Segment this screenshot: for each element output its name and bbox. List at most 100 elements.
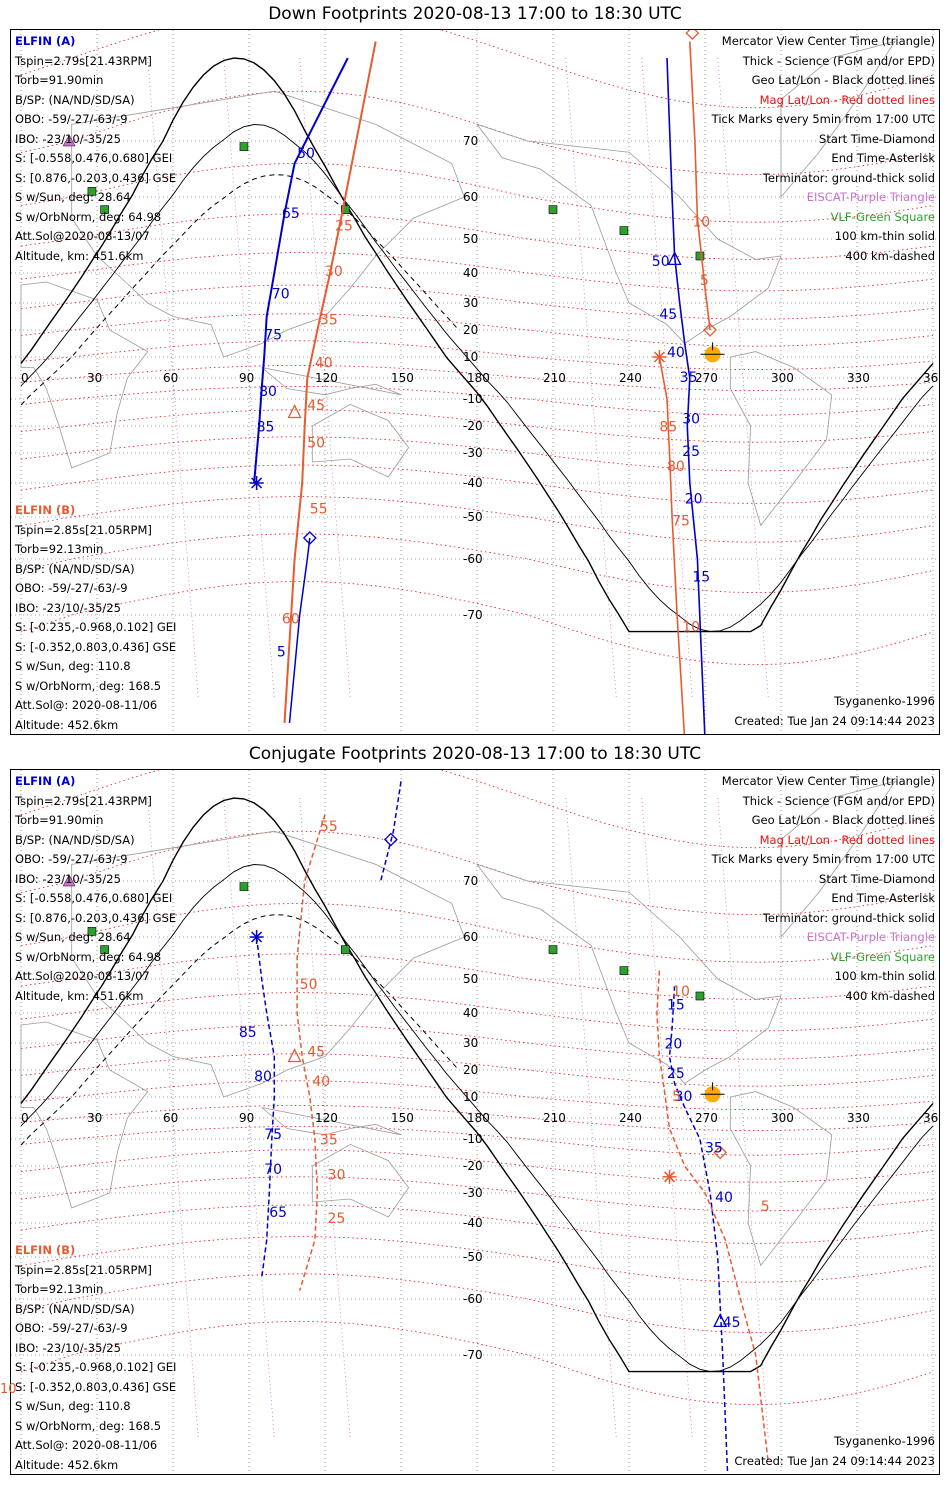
track-tick-label: 75 — [264, 1127, 282, 1143]
lat-tick-label: -60 — [463, 1292, 483, 1306]
lat-tick-label: 30 — [463, 1036, 478, 1050]
info-line: Altitude: 452.6km — [15, 1457, 119, 1472]
elfin-b-info: ELFIN (B) Tspin=2.85s[21.05RPM] Torb=92.… — [15, 501, 177, 734]
info-line: S w/Sun, deg: 28.64 — [15, 190, 131, 204]
continent-outline — [261, 1107, 402, 1136]
info-line: B/SP: (NA/ND/SD/SA) — [15, 561, 135, 576]
vlf-square-icon — [239, 882, 249, 891]
elfin-b-header: ELFIN (B) — [15, 1243, 76, 1257]
legend-line: Thick - Science (FGM and/or EPD) — [742, 53, 935, 68]
lat-tick-label: 20 — [463, 323, 478, 337]
lat-tick-label: 30 — [463, 296, 478, 310]
vlf-square-icon — [100, 945, 109, 954]
info-line: S w/Sun, deg: 110.8 — [15, 1399, 131, 1413]
info-line: Att.Sol@2020-08-13/07 — [15, 969, 150, 983]
lon-tick-label: 30 — [87, 371, 102, 385]
track-tick-label: 75 — [672, 513, 690, 529]
legend-line: Thick - Science (FGM and/or EPD) — [742, 793, 935, 808]
start-diamond-icon — [685, 30, 700, 41]
lon-tick-label: 120 — [315, 371, 338, 385]
lon-tick-label: 60 — [163, 1111, 178, 1125]
track-tick-label: 25 — [328, 1211, 346, 1227]
panel-title: Conjugate Footprints 2020-08-13 17:00 to… — [248, 744, 702, 764]
lon-tick-label: 30 — [87, 1111, 102, 1125]
continent-outline — [20, 281, 149, 469]
continent-outline — [475, 863, 782, 1085]
legend-line: EISCAT-Purple Triangle — [806, 190, 935, 204]
track-tick-label: 10 — [672, 984, 690, 1000]
info-line: Altitude: 452.6km — [15, 717, 119, 732]
continent-outline — [71, 830, 465, 1098]
info-line: S: [-0.558,0.476,0.680] GEI — [15, 891, 173, 905]
lon-tick-label: 120 — [315, 1111, 338, 1125]
track-tick-label: 10 — [692, 214, 710, 230]
mag-lat-line — [20, 1236, 934, 1283]
legend-line: 400 km-dashed — [845, 988, 935, 1003]
info-line: Altitude, km: 451.6km — [15, 988, 144, 1003]
legend-line: Terminator: ground-thick solid — [762, 910, 935, 925]
lon-tick-label: 0 — [21, 1111, 29, 1125]
mercator-map: 8580757065152025303540455550454035302510… — [11, 770, 939, 1474]
elfin-a-info: ELFIN (A) Tspin=2.79s[21.43RPM] Torb=91.… — [15, 32, 176, 266]
track-tick-label: 55 — [310, 502, 328, 518]
info-line: OBO: -59/-27/-63/-9 — [15, 1321, 128, 1335]
info-line: S: [-0.235,-0.968,0.102] GEI — [15, 1360, 177, 1374]
lat-tick-label: 70 — [463, 134, 478, 148]
mag-lat-line — [20, 770, 934, 849]
mag-lat-line — [20, 496, 934, 543]
track-tick-label: 40 — [315, 356, 333, 372]
lat-tick-label: -30 — [463, 1186, 483, 1200]
legend-line: 400 km-dashed — [845, 248, 935, 263]
mag-lon-line — [147, 797, 199, 1439]
mag-lat-line — [20, 580, 934, 666]
legend-line: Mercator View Center Time (triangle) — [721, 34, 935, 48]
info-line: Tspin=2.85s[21.05RPM] — [15, 1262, 152, 1277]
lat-tick-label: -10 — [463, 392, 483, 406]
vlf-square-icon — [695, 991, 705, 1001]
track-tick-label: 10 — [682, 620, 700, 636]
terminator-100km — [20, 124, 934, 632]
lon-tick-label: 330 — [847, 1111, 870, 1125]
lat-tick-label: 60 — [463, 190, 478, 204]
track-tick-label: 65 — [282, 206, 300, 222]
lon-tick-label: 180 — [467, 1111, 490, 1125]
lon-tick-label: 60 — [163, 371, 178, 385]
track-tick-label: 45 — [659, 307, 677, 323]
continent-outline — [780, 40, 896, 199]
info-line: OBO: -59/-27/-63/-9 — [15, 112, 128, 126]
vlf-square-icon — [87, 187, 97, 196]
lat-tick-label: -60 — [463, 552, 483, 566]
track-tick-label: 70 — [272, 287, 290, 303]
lon-tick-label: 360 — [923, 371, 940, 385]
track-tick-label: 30 — [682, 411, 700, 427]
legend-line: Mag Lat/Lon - Red dotted lines — [759, 832, 935, 847]
info-line: OBO: -59/-27/-63/-9 — [15, 852, 128, 866]
lat-tick-label: 10 — [463, 1090, 478, 1104]
model-credit: Tsyganenko-1996 — [834, 694, 935, 708]
lon-tick-label: 240 — [619, 371, 642, 385]
view-center-triangle-icon — [713, 1312, 728, 1328]
track-tick-label: 80 — [667, 459, 685, 475]
elfin-a-header: ELFIN (A) — [15, 34, 76, 48]
track-tick-label: 35 — [705, 1141, 723, 1157]
legend-line: Tick Marks every 5min from 17:00 UTC — [711, 852, 935, 866]
info-line: S: [-0.352,0.803,0.436] GSE — [15, 639, 177, 654]
legend-line: 100 km-thin solid — [834, 969, 935, 983]
elfin-a-track-north — [379, 781, 402, 882]
track-tick-label: 40 — [715, 1190, 733, 1206]
lon-tick-label: 270 — [695, 371, 718, 385]
track-tick-label: 65 — [269, 1205, 287, 1221]
elfin-b-track-east — [689, 41, 711, 331]
lat-tick-label: -40 — [463, 476, 483, 490]
vlf-square-icon — [239, 142, 249, 151]
legend-line: Geo Lat/Lon - Black dotted lines — [751, 813, 935, 827]
lat-tick-label: 50 — [463, 972, 478, 986]
lat-tick-label: 60 — [463, 930, 478, 944]
lon-tick-label: 210 — [543, 1111, 566, 1125]
elfin-b-track — [296, 814, 326, 1291]
view-center-triangle-icon — [667, 250, 682, 266]
lon-tick-label: 0 — [21, 371, 29, 385]
conjugate-footprints-panel: Conjugate Footprints 2020-08-13 17:00 to… — [0, 740, 950, 1485]
track-tick-label: 5 — [277, 645, 286, 661]
vlf-square-icon — [548, 945, 558, 954]
